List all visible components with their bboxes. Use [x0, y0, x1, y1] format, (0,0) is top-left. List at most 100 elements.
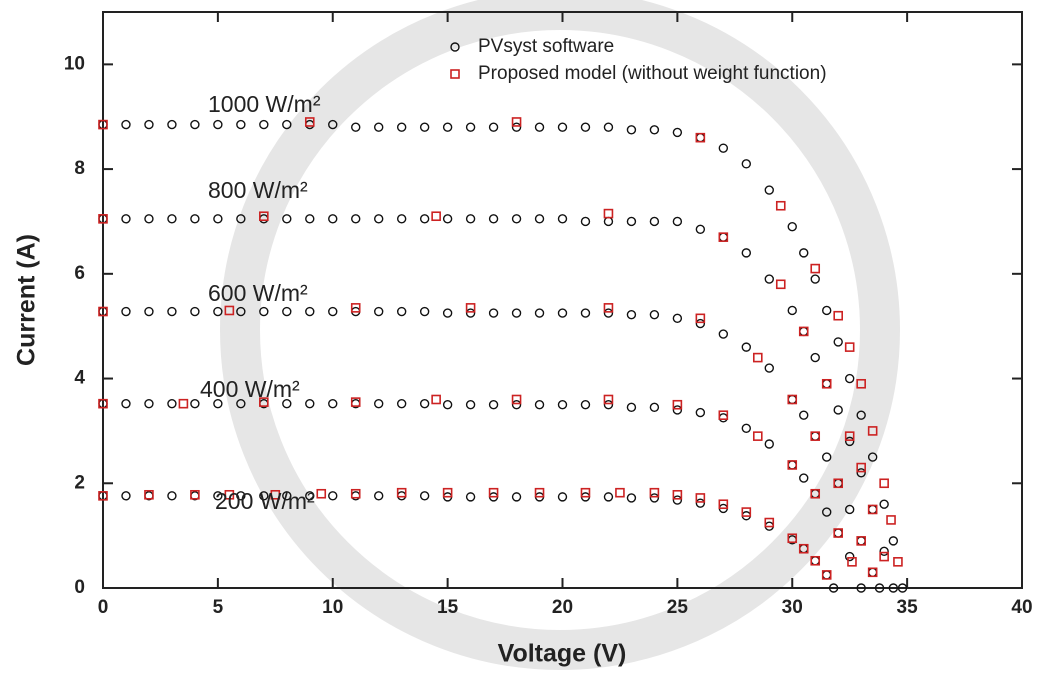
square-point [224, 489, 235, 500]
circle-point [672, 495, 683, 505]
circle-point [557, 308, 568, 318]
square-point [224, 305, 235, 316]
circle-point [282, 491, 292, 501]
y-tick-label: 0 [74, 577, 85, 598]
circle-point [259, 119, 269, 130]
square-point [810, 431, 821, 441]
square-point [695, 313, 706, 324]
circle-point [856, 468, 866, 478]
circle-point [844, 551, 855, 562]
circle-point [282, 119, 292, 130]
circle-point [799, 248, 809, 258]
circle-point [190, 214, 200, 224]
circle-point [672, 127, 683, 138]
circle-point [695, 407, 706, 418]
square-point [847, 557, 857, 567]
circle-point [828, 583, 839, 593]
circle-point [511, 492, 522, 502]
circle-point [419, 398, 430, 409]
square-point [821, 570, 832, 580]
circle-point [442, 122, 453, 132]
circle-point [741, 159, 751, 169]
circle-point [465, 400, 476, 410]
watermark [220, 0, 900, 670]
square-point [879, 551, 889, 562]
square-point [879, 478, 889, 489]
circle-point [121, 119, 131, 130]
circle-point [213, 306, 223, 317]
square-point [798, 543, 809, 554]
circle-point [374, 306, 384, 317]
x-tick-label: 30 [782, 597, 803, 618]
circle-point [557, 400, 568, 410]
circle-point [810, 352, 820, 363]
circle-point [305, 306, 315, 317]
circle-point [580, 308, 591, 318]
square-point [833, 478, 844, 489]
square-point [603, 208, 614, 219]
curve-annotation: 600 W/m² [208, 280, 308, 306]
square-point [787, 460, 798, 470]
y-tick-label: 2 [74, 472, 85, 493]
circle-point [649, 402, 660, 413]
legend-marker [450, 42, 460, 52]
x-tick-label: 0 [98, 597, 109, 618]
circle-point [626, 309, 637, 320]
circle-point [190, 119, 200, 130]
square-point [718, 232, 729, 242]
square-point [350, 488, 361, 499]
circle-point [488, 122, 499, 132]
square-point [856, 378, 866, 389]
circle-point [144, 214, 154, 224]
circle-point [718, 329, 729, 339]
circle-point [787, 221, 797, 232]
y-tick-label: 8 [74, 158, 85, 179]
circle-point [190, 306, 200, 317]
square-point [442, 487, 453, 498]
circle-point [396, 122, 407, 132]
square-point [810, 263, 821, 274]
square-point [178, 398, 189, 409]
circle-point [282, 214, 292, 224]
square-point [615, 487, 625, 498]
circle-point [603, 400, 614, 410]
circle-point [351, 214, 361, 224]
circle-point [695, 224, 706, 235]
circle-point [374, 122, 384, 132]
circle-point [764, 185, 774, 195]
legend-label: PVsyst software [478, 36, 614, 57]
square-point [672, 489, 683, 500]
circle-point [374, 214, 384, 224]
circle-point [511, 400, 522, 410]
curve-annotation: 200 W/m² [215, 488, 315, 514]
square-point [603, 303, 614, 313]
square-point [270, 489, 281, 500]
circle-point [626, 493, 637, 503]
circle-point [856, 583, 866, 593]
circle-point [580, 216, 591, 227]
circle-point [672, 216, 683, 227]
circle-point [844, 436, 855, 447]
square-point [893, 557, 903, 567]
circle-point [328, 306, 338, 317]
square-point [98, 491, 108, 501]
square-point [798, 326, 809, 337]
square-point [821, 378, 832, 389]
circle-point [305, 491, 315, 501]
circle-point [810, 274, 820, 284]
y-tick-label: 6 [74, 263, 85, 284]
square-point [867, 567, 878, 578]
circle-point [144, 306, 154, 317]
circle-point [167, 306, 177, 317]
circle-point [236, 491, 246, 501]
square-point [190, 489, 200, 500]
circle-point [897, 583, 908, 593]
circle-point [557, 122, 568, 132]
circle-point [534, 308, 545, 318]
square-point [856, 536, 866, 546]
square-point [98, 119, 108, 130]
circle-point [603, 308, 614, 318]
circle-point [259, 491, 269, 501]
x-tick-label: 25 [667, 597, 689, 618]
